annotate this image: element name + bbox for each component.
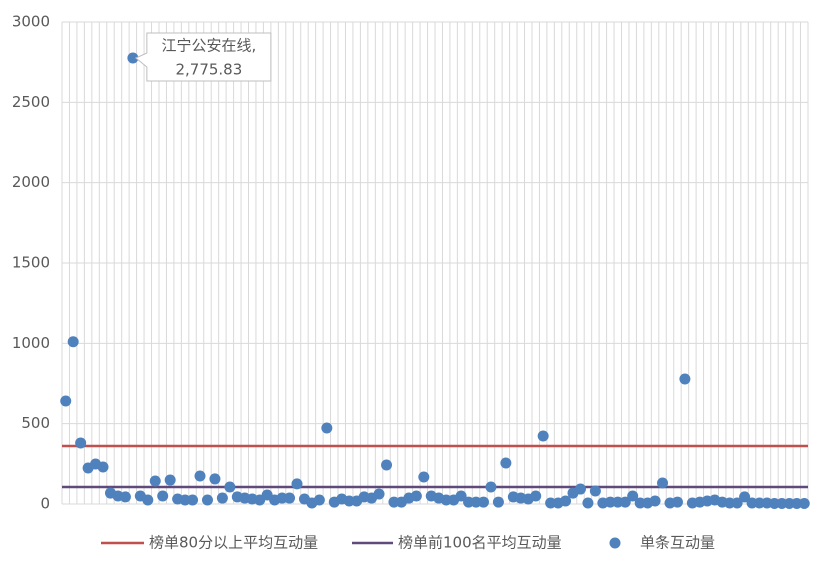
point — [649, 495, 661, 507]
point — [284, 492, 296, 504]
point — [291, 478, 303, 490]
point — [739, 491, 751, 503]
point — [194, 470, 206, 482]
y-tick-label: 1000 — [12, 334, 50, 352]
point — [589, 485, 601, 497]
point — [187, 494, 199, 506]
point — [75, 437, 87, 449]
point — [537, 430, 549, 442]
point — [477, 496, 489, 508]
point — [157, 490, 169, 502]
y-tick-label: 2500 — [12, 93, 50, 111]
point — [149, 475, 161, 487]
point — [679, 373, 691, 385]
y-tick-label: 0 — [40, 495, 50, 513]
y-tick-label: 2000 — [12, 173, 50, 191]
point — [410, 490, 422, 502]
point — [97, 461, 109, 473]
point — [485, 481, 497, 493]
point — [216, 492, 228, 504]
callout — [134, 32, 272, 82]
point — [142, 494, 154, 506]
data-label-name: 江宁公安在线, — [161, 37, 256, 55]
point — [671, 496, 683, 508]
point — [373, 488, 385, 500]
y-tick-label: 500 — [21, 414, 50, 432]
legend-label: 单条互动量 — [640, 534, 715, 552]
point — [60, 395, 72, 407]
point — [209, 473, 221, 485]
point — [313, 494, 325, 506]
point — [582, 497, 594, 509]
data-label: 2,775.83 — [175, 61, 242, 79]
point — [418, 471, 430, 483]
legend-label: 榜单80分以上平均互动量 — [149, 534, 318, 552]
point — [455, 490, 467, 502]
point — [381, 459, 393, 471]
point — [627, 490, 639, 502]
point — [657, 477, 669, 489]
legend-swatch — [609, 537, 621, 549]
point — [560, 495, 572, 507]
point — [798, 498, 810, 510]
point — [224, 481, 236, 493]
point — [530, 490, 542, 502]
point — [164, 474, 176, 486]
point — [127, 52, 139, 64]
point — [619, 496, 631, 508]
point — [492, 496, 504, 508]
point — [574, 483, 586, 495]
legend-label: 榜单前100名平均互动量 — [398, 534, 562, 552]
point — [67, 336, 79, 348]
point — [119, 491, 131, 503]
y-tick-label: 3000 — [12, 13, 50, 31]
point — [731, 497, 743, 509]
y-tick-label: 1500 — [12, 254, 50, 272]
point — [321, 422, 333, 434]
point — [500, 457, 512, 469]
point — [201, 494, 213, 506]
